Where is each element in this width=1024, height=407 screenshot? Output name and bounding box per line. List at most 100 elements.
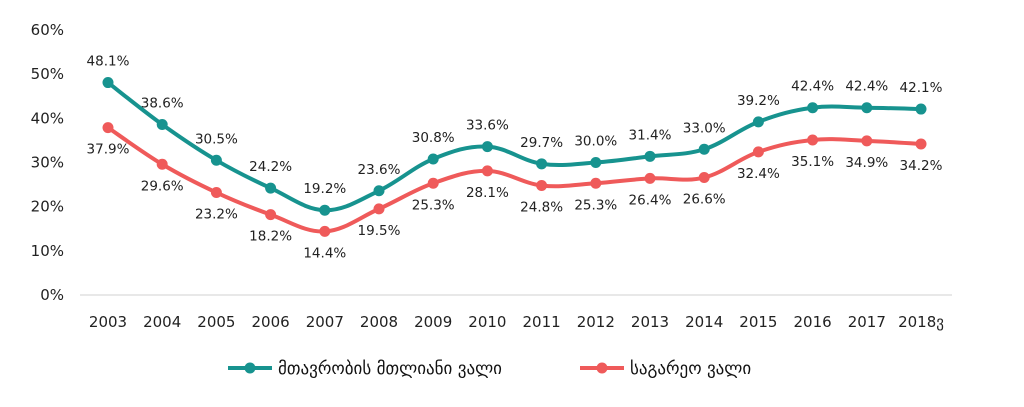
external-debt-data-label: 32.4% [737,166,780,182]
external-debt-data-label: 37.9% [87,142,130,158]
x-tick-label: 2003 [89,313,127,331]
government-debt-point [481,141,493,153]
government-debt-point [752,116,764,128]
x-tick-label: 2018ვ [898,313,944,331]
external-debt-data-label: 19.5% [358,223,401,239]
external-debt-data-label: 23.2% [195,207,238,223]
external-debt-point [698,172,710,184]
government-debt-point [536,158,548,170]
x-tick-label: 2008 [360,313,398,331]
government-debt-point [427,153,439,165]
government-debt-point [265,182,277,194]
cropped-title-fragment [8,0,628,6]
government-debt-data-label: 33.0% [683,120,726,136]
external-debt-data-label: 29.6% [141,178,184,194]
government-debt-point [210,154,222,166]
external-debt-point [590,177,602,189]
external-debt-data-label: 26.4% [629,192,672,208]
external-debt-point [807,134,819,146]
external-debt-point [156,158,168,170]
x-tick-label: 2012 [577,313,615,331]
external-debt-point [427,177,439,189]
external-debt-point [861,135,873,147]
x-tick-label: 2009 [414,313,452,331]
external-debt-point [536,179,548,191]
external-debt-legend-marker [596,362,608,374]
x-tick-label: 2007 [306,313,344,331]
x-tick-label: 2006 [252,313,290,331]
x-tick-label: 2017 [848,313,886,331]
external-debt-data-label: 34.9% [845,155,888,171]
x-tick-label: 2015 [739,313,777,331]
external-debt-line [106,125,923,234]
government-debt-point [590,157,602,168]
government-debt-point [698,143,710,155]
government-debt-data-label: 33.6% [466,118,509,134]
x-tick-label: 2013 [631,313,669,331]
external-debt-legend-label: საგარეო ვალი [630,359,751,379]
y-tick-label: 50% [31,65,64,83]
external-debt-data-label: 34.2% [900,158,943,174]
x-tick-label: 2010 [468,313,506,331]
y-tick-label: 40% [31,109,64,127]
legend: მთავრობის მთლიანი ვალი საგარეო ვალი [228,359,751,379]
x-tick-label: 2004 [143,313,181,331]
external-debt-data-label: 26.6% [683,192,726,208]
y-tick-label: 20% [31,198,64,216]
external-debt-point [210,187,222,199]
external-debt-data-label: 25.3% [574,197,617,213]
government-debt-point [319,204,331,216]
government-debt-legend-marker [244,362,256,374]
x-tick-label: 2016 [794,313,832,331]
external-debt-data-label: 18.2% [249,229,292,245]
y-tick-label: 10% [31,242,64,260]
government-debt-data-label: 30.8% [412,130,455,146]
government-debt-data-label: 48.1% [87,54,130,70]
external-debt-point [319,225,331,237]
government-debt-point [915,103,927,115]
external-debt-point [102,122,114,134]
government-debt-point [373,185,385,197]
government-debt-data-label: 24.2% [249,159,292,175]
x-axis: 2003 2004 2005 2006 2007 2008 2009 2010 2011 2012… [80,294,952,331]
government-debt-data-label: 30.5% [195,131,238,147]
government-debt-point [156,119,168,131]
government-debt-data-label: 19.2% [303,181,346,197]
government-debt-point [807,102,819,114]
series-lines [102,77,927,237]
external-debt-data-label: 14.4% [303,245,346,261]
government-debt-data-label: 31.4% [629,127,672,143]
y-tick-label: 60% [31,21,64,39]
data-labels: 48.1% 38.6% 30.5% 24.2% 19.2% 23.6% 30.8% 33.6%… [87,54,943,262]
government-debt-data-label: 39.2% [737,93,780,109]
government-debt-point [861,102,873,114]
external-debt-point [373,203,385,215]
government-debt-data-label: 38.6% [141,96,184,112]
government-debt-legend-label: მთავრობის მთლიანი ვალი [278,359,502,379]
external-debt-data-label: 25.3% [412,197,455,213]
external-debt-point [481,165,493,177]
x-tick-label: 2014 [685,313,723,331]
government-debt-data-label: 42.4% [791,79,834,95]
external-debt-point [915,138,927,150]
government-debt-data-label: 29.7% [520,135,563,151]
x-tick-label: 2011 [523,313,561,331]
external-debt-point [644,172,656,184]
external-debt-data-label: 24.8% [520,199,563,215]
x-tick-label: 2005 [197,313,235,331]
external-debt-data-label: 28.1% [466,185,509,201]
y-tick-label: 0% [40,286,64,304]
y-tick-label: 30% [31,154,64,172]
government-debt-point [644,150,656,162]
government-debt-data-label: 23.6% [358,162,401,178]
external-debt-point [752,146,764,158]
government-debt-data-label: 42.1% [900,80,943,96]
y-axis: 0% 10% 20% 30% 40% 50% 60% [31,21,64,304]
external-debt-point [265,209,277,221]
government-debt-point [102,77,114,89]
government-debt-data-label: 30.0% [574,134,617,150]
government-debt-line [106,80,923,213]
external-debt-data-label: 35.1% [791,154,834,170]
government-debt-data-label: 42.4% [845,79,888,95]
